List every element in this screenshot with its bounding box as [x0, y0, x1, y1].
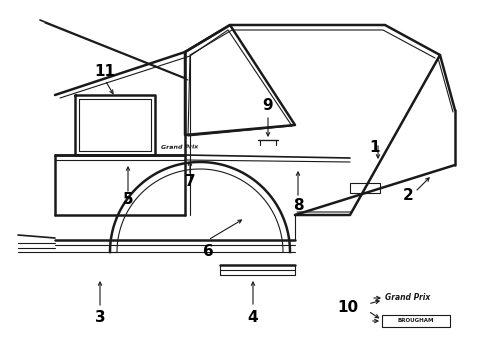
Text: 6: 6	[203, 244, 213, 260]
Text: Grand Prix: Grand Prix	[161, 144, 198, 150]
Text: 2: 2	[403, 188, 414, 202]
Text: 3: 3	[95, 310, 105, 325]
Text: 5: 5	[122, 193, 133, 207]
Text: 4: 4	[247, 310, 258, 325]
Text: 7: 7	[185, 175, 196, 189]
Bar	[350, 183, 380, 193]
Text: 8: 8	[293, 198, 303, 212]
Text: BROUGHAM: BROUGHAM	[398, 319, 434, 324]
Text: Grand Prix: Grand Prix	[385, 293, 430, 302]
Text: 9: 9	[263, 98, 273, 112]
Text: 1: 1	[370, 140, 380, 156]
Text: 11: 11	[95, 64, 116, 80]
Text: 10: 10	[338, 301, 359, 315]
Bar	[382, 315, 450, 327]
